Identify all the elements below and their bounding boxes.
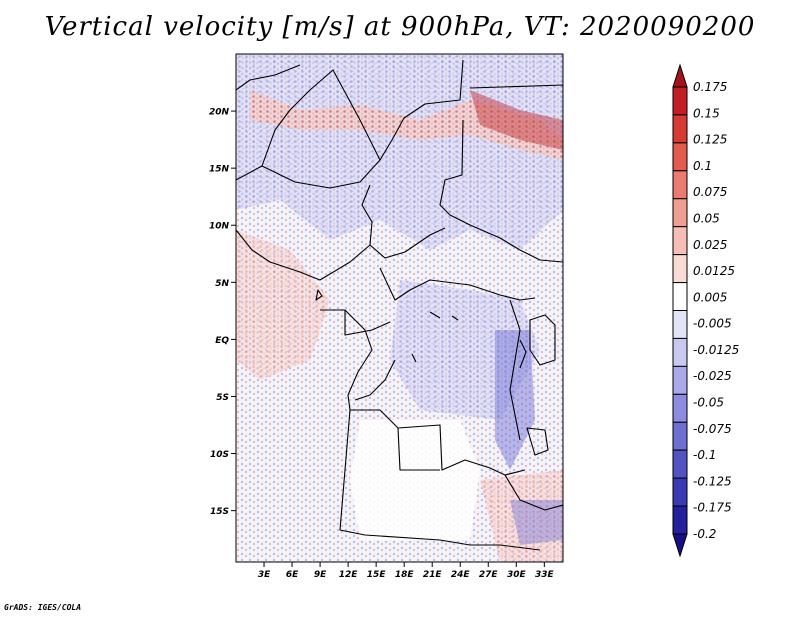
colorbar-segment: [672, 142, 688, 172]
colorbar-segment: [672, 337, 688, 367]
colorbar-segment: [672, 310, 688, 339]
lat-tick-label: 5S: [216, 393, 229, 403]
colorbar: 0.175 0.15 0.125 0.1 0.075 0.05 0.025 0.0125 0.0…: [672, 63, 739, 558]
lon-tick-label: 24E: [451, 570, 471, 580]
lat-tick-label: 15S: [210, 507, 229, 517]
country-borders: [236, 59, 563, 551]
lon-tick-label: 33E: [535, 570, 555, 580]
lat-tick-label: 15N: [209, 165, 230, 175]
colorbar-segment: [672, 282, 688, 311]
colorbar-segment: [672, 477, 688, 507]
colorbar-segment: [672, 198, 688, 228]
colorbar-label: 0.025: [693, 238, 727, 252]
colorbar-label: -0.175: [693, 501, 732, 515]
lon-tick-label: 21E: [423, 570, 443, 580]
colorbar-label: 0.125: [693, 133, 727, 147]
colorbar-segment: [672, 365, 688, 395]
grads-credit: GrADS: IGES/COLA: [4, 603, 82, 612]
lon-tick-label: 3E: [258, 570, 271, 580]
lon-tick-label: 15E: [367, 570, 387, 580]
velocity-field: [236, 54, 563, 562]
lat-tick-label: 10S: [210, 450, 229, 460]
colorbar-label: -0.005: [693, 317, 732, 331]
colorbar-label: 0.075: [693, 185, 727, 199]
lon-tick-label: 18E: [395, 570, 415, 580]
colorbar-label: -0.025: [693, 369, 732, 383]
colorbar-bottom-arrow: [672, 533, 688, 558]
lat-tick-label: 20N: [209, 108, 230, 118]
colorbar-segment: [672, 114, 688, 144]
colorbar-segment: [672, 393, 688, 423]
lon-tick-label: 6E: [286, 570, 299, 580]
lat-tick-label: EQ: [215, 336, 229, 346]
colorbar-label: 0.05: [693, 211, 720, 225]
colorbar-label: -0.2: [693, 527, 716, 541]
colorbar-label: 0.15: [693, 106, 720, 120]
colorbar-label: -0.0125: [693, 343, 739, 357]
colorbar-label: 0.175: [693, 80, 727, 94]
colorbar-label: -0.125: [693, 474, 732, 488]
latitude-axis: 20N 15N 10N 5N EQ 5S 10S 15S: [209, 108, 236, 517]
map-title: Vertical velocity [m/s] at 900hPa, VT: 2…: [44, 12, 756, 42]
colorbar-segment: [672, 226, 688, 256]
colorbar-segment: [672, 254, 688, 284]
colorbar-label: -0.075: [693, 422, 732, 436]
colorbar-segment: [672, 170, 688, 200]
colorbar-label: 0.0125: [693, 264, 735, 278]
colorbar-segment: [672, 505, 688, 535]
lon-tick-label: 12E: [339, 570, 359, 580]
colorbar-segment: [672, 421, 688, 451]
longitude-axis: 3E 6E 9E 12E 15E 18E 21E 24E 27E 30E 33E: [258, 562, 555, 580]
colorbar-label: -0.05: [693, 396, 724, 410]
lat-tick-label: 10N: [209, 222, 230, 232]
lat-tick-label: 5N: [215, 279, 229, 289]
colorbar-top-arrow: [672, 63, 688, 88]
map-frame: [235, 53, 564, 563]
colorbar-segment: [672, 86, 688, 116]
lon-tick-label: 27E: [479, 570, 499, 580]
lon-tick-label: 30E: [507, 570, 527, 580]
colorbar-segment: [672, 449, 688, 479]
colorbar-label: 0.1: [693, 159, 712, 173]
colorbar-label: 0.005: [693, 290, 727, 304]
lon-tick-label: 9E: [314, 570, 327, 580]
colorbar-label: -0.1: [693, 448, 716, 462]
